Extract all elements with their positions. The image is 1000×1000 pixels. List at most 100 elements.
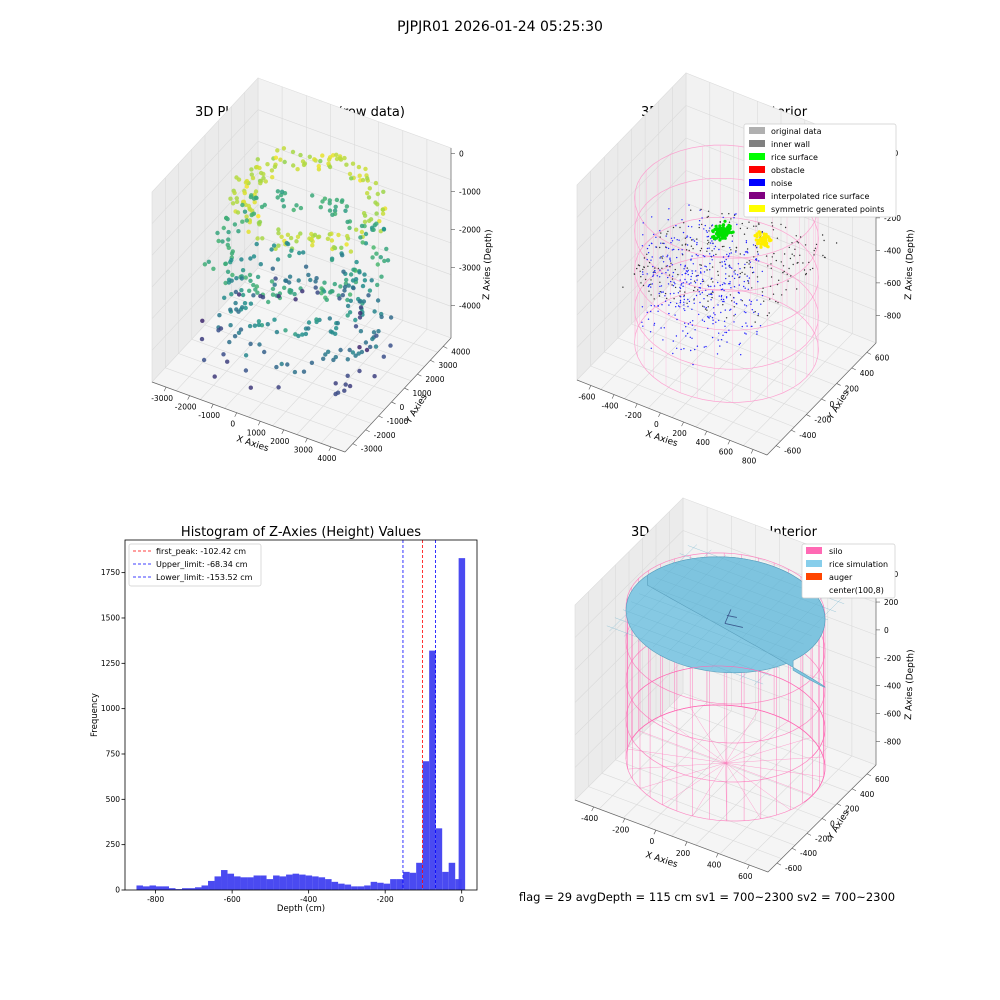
raw-data-point — [281, 204, 287, 209]
noise-point — [646, 247, 649, 250]
noise-point — [752, 271, 755, 273]
silo-floor-spoke — [725, 762, 813, 796]
raw-data-point — [344, 162, 349, 167]
raw-data-point — [258, 170, 264, 176]
histogram-bar — [182, 888, 189, 890]
original-data-point — [782, 271, 784, 274]
original-data-point — [700, 208, 702, 211]
y-tick-label: -200 — [815, 834, 832, 843]
y-tick-label: 200 — [845, 805, 860, 814]
noise-point — [687, 273, 689, 276]
raw-data-point — [269, 279, 275, 284]
noise-point — [728, 283, 730, 285]
classify-grid-line — [685, 235, 877, 311]
noise-point — [711, 336, 714, 339]
original-data-point — [721, 213, 723, 215]
x-tick-mark — [210, 404, 214, 409]
raw-data-point — [321, 356, 326, 361]
noise-point — [761, 270, 763, 273]
original-data-point — [659, 281, 661, 283]
classify-3d-panel: 3D classify of Silo Interior -600-400-20… — [576, 72, 916, 466]
x-tick-label: -200 — [625, 411, 642, 420]
noise-point — [726, 341, 728, 343]
raw-data-point — [362, 272, 367, 277]
raw-data-point — [239, 276, 244, 281]
x-tick-mark — [281, 429, 285, 434]
original-data-point — [666, 233, 668, 235]
x-tick-label: -400 — [300, 895, 317, 904]
histogram-bar — [325, 879, 332, 890]
x-tick-label: 600 — [719, 447, 734, 456]
raw-data-point — [288, 235, 294, 241]
rice-mesh-line — [696, 576, 784, 664]
original-data-point — [643, 257, 646, 259]
raw-data-point — [333, 381, 338, 386]
legend-swatch — [749, 127, 765, 134]
raw-data-point — [348, 249, 354, 254]
silo-floor-spoke — [627, 748, 726, 764]
raw-data-point — [370, 255, 375, 260]
noise-point — [695, 270, 697, 272]
raw-data-point — [371, 227, 376, 232]
original-data-point — [730, 249, 732, 251]
raw-data-point — [320, 153, 325, 158]
y-tick-mark — [791, 847, 797, 851]
legend-swatch — [749, 166, 765, 173]
original-data-point — [771, 225, 774, 227]
raw-x-ticks: -3000-2000-1000 0 1000 2000 3000 4000 — [151, 386, 337, 463]
noise-point — [707, 235, 710, 238]
raw-data-point — [309, 360, 315, 365]
noise-point — [721, 265, 724, 267]
noise-point — [758, 260, 760, 262]
legend-label: Lower_limit: -153.52 cm — [156, 573, 253, 582]
noise-point — [699, 287, 702, 289]
raw-data-point — [276, 231, 281, 236]
noise-point — [736, 223, 738, 226]
raw-grid-line — [231, 296, 425, 367]
raw-grid-line — [257, 109, 452, 180]
raw-data-point — [360, 177, 366, 183]
original-data-point — [813, 254, 815, 256]
original-data-point — [658, 295, 661, 297]
noise-point — [646, 311, 648, 314]
noise-point — [682, 231, 685, 234]
noise-point — [684, 272, 687, 275]
noise-point — [725, 267, 727, 269]
raw-data-point — [330, 212, 335, 217]
noise-point — [708, 293, 710, 295]
raw-data-point — [343, 382, 348, 387]
original-data-point — [784, 226, 787, 229]
original-data-point — [815, 243, 818, 246]
legend-label: rice simulation — [829, 560, 888, 569]
original-data-point — [639, 270, 641, 272]
noise-point — [745, 240, 748, 242]
raw-data-point — [243, 275, 248, 280]
raw-data-point — [236, 229, 241, 234]
original-data-point — [788, 267, 790, 270]
noise-point — [691, 308, 693, 310]
original-data-point — [647, 265, 649, 267]
noise-point — [746, 250, 748, 253]
original-data-point — [787, 280, 789, 282]
classify-grid-line — [631, 323, 822, 400]
noise-point — [759, 325, 762, 327]
noise-point — [652, 274, 655, 276]
raw-data-point — [356, 164, 362, 170]
noise-point — [713, 248, 715, 250]
original-data-point — [756, 251, 759, 253]
raw-data-point — [280, 198, 285, 203]
symmetric-point — [761, 241, 765, 245]
rice-surface-point — [711, 230, 715, 234]
original-data-point — [707, 239, 709, 242]
original-data-point — [781, 294, 783, 296]
raw-data-point — [324, 297, 329, 302]
simulation-3d-panel: 3D simulation of Silo Interior -400-2000… — [574, 497, 916, 881]
raw-grid-line — [151, 204, 259, 319]
noise-point — [693, 302, 695, 304]
y-tick-mark — [391, 401, 396, 405]
original-data-point — [778, 279, 780, 281]
raw-data-point — [276, 243, 281, 248]
rice-surface-side — [646, 556, 826, 688]
raw-data-point — [340, 253, 345, 258]
noise-point — [692, 263, 694, 265]
